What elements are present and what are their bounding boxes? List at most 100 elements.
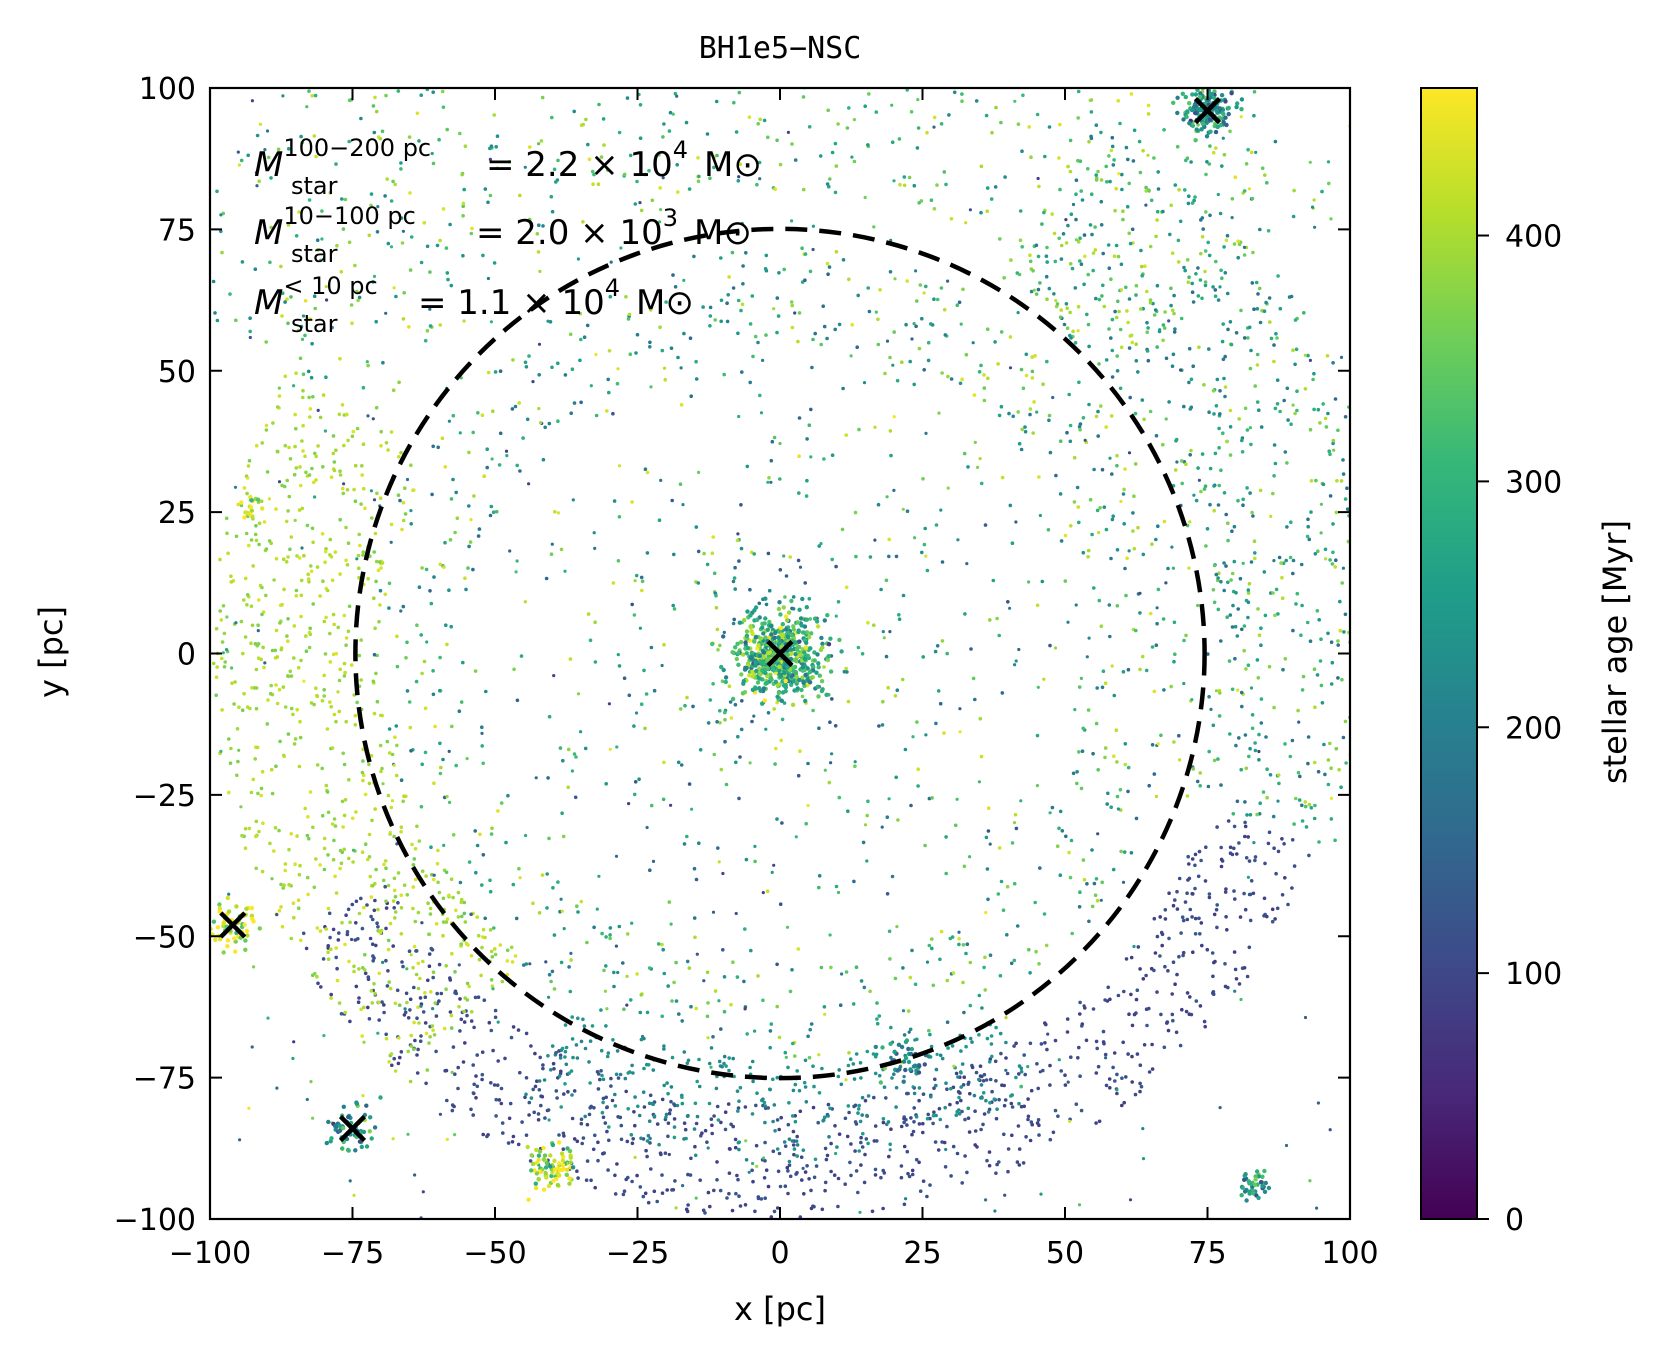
- star-point: [1313, 552, 1318, 556]
- star-point: [562, 927, 566, 931]
- star-point: [1241, 497, 1245, 502]
- star-point: [495, 134, 500, 138]
- star-point: [1199, 858, 1203, 863]
- star-point: [1184, 1009, 1189, 1014]
- star-point: [985, 327, 990, 332]
- star-point: [1167, 936, 1171, 941]
- star-point: [984, 68, 988, 72]
- star-point: [550, 365, 554, 370]
- star-point: [921, 1130, 925, 1135]
- star-point: [435, 861, 440, 866]
- star-point: [890, 140, 895, 144]
- star-point: [556, 158, 560, 163]
- star-point: [1106, 243, 1111, 247]
- star-point: [1141, 1157, 1146, 1161]
- star-point: [229, 746, 233, 751]
- star-point: [648, 1093, 653, 1098]
- star-point: [384, 93, 388, 98]
- star-point: [1219, 579, 1223, 584]
- star-point: [431, 90, 436, 94]
- star-point: [1196, 466, 1200, 470]
- star-point: [773, 187, 777, 191]
- star-point: [1318, 659, 1323, 663]
- star-point: [1008, 606, 1012, 610]
- star-point: [272, 578, 276, 582]
- star-point: [801, 1166, 805, 1170]
- star-point: [1284, 1143, 1289, 1148]
- star-point: [803, 581, 807, 585]
- star-point: [385, 739, 390, 744]
- star-point: [504, 840, 508, 845]
- star-point: [1090, 848, 1094, 852]
- star-point: [554, 1089, 559, 1093]
- star-point: [556, 511, 561, 515]
- star-point: [672, 607, 677, 611]
- star-point: [1130, 340, 1135, 345]
- star-point: [622, 676, 627, 680]
- star-point: [581, 220, 585, 224]
- star-point: [593, 620, 597, 624]
- star-point: [719, 298, 724, 303]
- star-point: [811, 247, 815, 252]
- star-point: [1173, 982, 1177, 986]
- star-point: [744, 629, 750, 634]
- star-point: [695, 1114, 700, 1119]
- star-point: [940, 560, 945, 564]
- star-point: [1253, 384, 1257, 388]
- star-point: [891, 363, 895, 367]
- star-point: [635, 69, 639, 73]
- star-point: [325, 790, 330, 794]
- star-point: [1037, 1123, 1041, 1128]
- star-point: [1292, 188, 1296, 193]
- star-point: [633, 202, 638, 206]
- star-point: [388, 921, 393, 926]
- star-point: [384, 866, 388, 870]
- star-point: [1343, 612, 1348, 617]
- star-point: [1057, 1058, 1061, 1062]
- star-point: [1087, 0, 1091, 3]
- star-point: [613, 1192, 618, 1196]
- star-point: [1141, 148, 1145, 153]
- star-point: [409, 522, 414, 526]
- star-point: [1134, 283, 1139, 288]
- star-point: [434, 1049, 438, 1054]
- star-point: [489, 832, 494, 836]
- star-point: [671, 273, 675, 277]
- star-point: [918, 51, 922, 55]
- star-point: [1392, 730, 1396, 734]
- star-point: [304, 649, 309, 653]
- star-point: [1306, 761, 1310, 766]
- star-point: [761, 1097, 765, 1101]
- star-point: [1007, 411, 1011, 416]
- star-point: [642, 1105, 647, 1109]
- star-point: [1161, 442, 1165, 447]
- star-point: [242, 691, 246, 696]
- star-point: [399, 778, 404, 782]
- star-point: [1121, 880, 1126, 884]
- star-point: [803, 252, 808, 256]
- star-point: [1100, 294, 1104, 298]
- star-point: [1172, 293, 1176, 298]
- star-point: [1016, 122, 1021, 126]
- star-point: [1153, 951, 1158, 955]
- star-point: [1105, 802, 1109, 806]
- star-point: [302, 553, 306, 558]
- star-point: [298, 735, 303, 740]
- star-point: [993, 340, 997, 344]
- star-point: [532, 46, 536, 50]
- star-point: [978, 1064, 983, 1068]
- star-point: [918, 1189, 923, 1193]
- star-point: [1096, 768, 1100, 772]
- star-point: [1082, 282, 1086, 287]
- star-point: [1295, 591, 1300, 596]
- star-point: [1115, 604, 1120, 608]
- star-point: [682, 1121, 687, 1125]
- star-point: [1209, 707, 1213, 712]
- star-point: [1305, 620, 1310, 625]
- star-point: [1327, 181, 1331, 186]
- star-point: [671, 112, 675, 116]
- star-point: [517, 866, 521, 871]
- star-point: [797, 311, 802, 315]
- star-point: [395, 988, 400, 993]
- star-point: [1278, 306, 1283, 311]
